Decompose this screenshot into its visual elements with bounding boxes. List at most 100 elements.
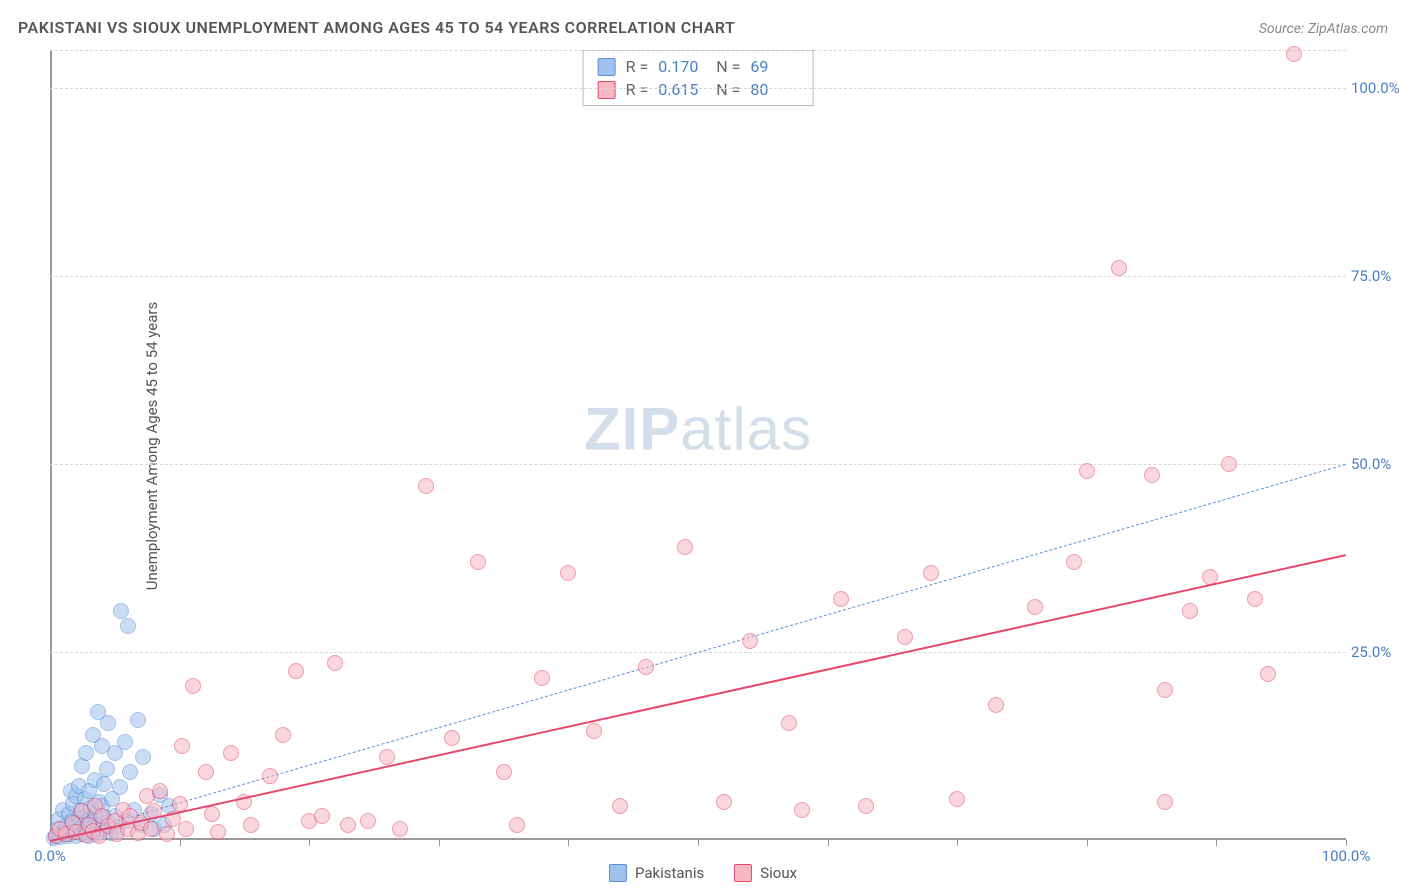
y-tick-label: 25.0% (1351, 643, 1406, 661)
data-point (275, 727, 291, 743)
data-point (122, 764, 138, 780)
data-point (100, 715, 116, 731)
gridline (50, 50, 1346, 51)
data-point (677, 539, 693, 555)
x-tick (309, 840, 310, 846)
data-point (418, 478, 434, 494)
data-point (988, 697, 1004, 713)
y-axis-line (50, 50, 52, 840)
data-point (470, 554, 486, 570)
data-point (178, 821, 194, 837)
scatter-plot: ZIPatlas R =0.170 N =69 R =0.615 N =80 2… (50, 50, 1346, 840)
data-point (78, 745, 94, 761)
data-point (113, 603, 129, 619)
x-tick (1087, 840, 1088, 846)
data-point (1286, 46, 1302, 62)
data-point (262, 768, 278, 784)
data-point (159, 826, 175, 842)
swatch-sioux (598, 81, 616, 99)
data-point (1157, 682, 1173, 698)
data-point (742, 633, 758, 649)
data-point (560, 565, 576, 581)
correlation-stats-box: R =0.170 N =69 R =0.615 N =80 (583, 50, 814, 106)
data-point (1157, 794, 1173, 810)
data-point (379, 749, 395, 765)
data-point (496, 764, 512, 780)
data-point (117, 734, 133, 750)
data-point (112, 779, 128, 795)
x-tick (1216, 840, 1217, 846)
x-tick (568, 840, 569, 846)
data-point (534, 670, 550, 686)
data-point (794, 802, 810, 818)
data-point (174, 738, 190, 754)
data-point (210, 824, 226, 840)
data-point (185, 678, 201, 694)
x-tick (698, 840, 699, 846)
trend-line (50, 554, 1346, 842)
stats-row-pakistanis: R =0.170 N =69 (598, 55, 799, 78)
data-point (327, 655, 343, 671)
data-point (120, 618, 136, 634)
x-tick (180, 840, 181, 846)
y-tick-label: 75.0% (1351, 267, 1406, 285)
legend: Pakistanis Sioux (609, 864, 797, 882)
data-point (130, 712, 146, 728)
data-point (1144, 467, 1160, 483)
x-tick-label: 0.0% (34, 847, 66, 865)
data-point (716, 794, 732, 810)
watermark: ZIPatlas (584, 395, 812, 464)
y-tick-label: 100.0% (1351, 79, 1406, 97)
data-point (243, 817, 259, 833)
data-point (1247, 591, 1263, 607)
data-point (638, 659, 654, 675)
data-point (392, 821, 408, 837)
data-point (1182, 603, 1198, 619)
data-point (96, 776, 112, 792)
data-point (288, 663, 304, 679)
gridline (50, 88, 1346, 89)
legend-item-pakistanis: Pakistanis (609, 864, 704, 882)
swatch-pakistanis (598, 58, 616, 76)
data-point (314, 808, 330, 824)
x-tick (828, 840, 829, 846)
data-point (1260, 666, 1276, 682)
data-point (444, 730, 460, 746)
data-point (143, 821, 159, 837)
data-point (781, 715, 797, 731)
chart-title: PAKISTANI VS SIOUX UNEMPLOYMENT AMONG AG… (18, 18, 735, 37)
source-attribution: Source: ZipAtlas.com (1259, 21, 1388, 37)
data-point (1027, 599, 1043, 615)
gridline (50, 464, 1346, 465)
data-point (360, 813, 376, 829)
legend-item-sioux: Sioux (734, 864, 797, 882)
data-point (509, 817, 525, 833)
data-point (1221, 456, 1237, 472)
data-point (340, 817, 356, 833)
data-point (586, 723, 602, 739)
data-point (1079, 463, 1095, 479)
data-point (223, 745, 239, 761)
data-point (897, 629, 913, 645)
data-point (612, 798, 628, 814)
gridline (50, 276, 1346, 277)
data-point (135, 749, 151, 765)
x-tick (439, 840, 440, 846)
x-tick-label: 100.0% (1322, 847, 1371, 865)
swatch-pakistanis-icon (609, 864, 627, 882)
data-point (1111, 260, 1127, 276)
data-point (923, 565, 939, 581)
stats-row-sioux: R =0.615 N =80 (598, 78, 799, 101)
y-tick-label: 50.0% (1351, 455, 1406, 473)
x-tick (1346, 840, 1347, 846)
data-point (99, 761, 115, 777)
data-point (204, 806, 220, 822)
data-point (858, 798, 874, 814)
x-tick (957, 840, 958, 846)
data-point (198, 764, 214, 780)
data-point (949, 791, 965, 807)
data-point (1066, 554, 1082, 570)
swatch-sioux-icon (734, 864, 752, 882)
data-point (833, 591, 849, 607)
data-point (152, 783, 168, 799)
